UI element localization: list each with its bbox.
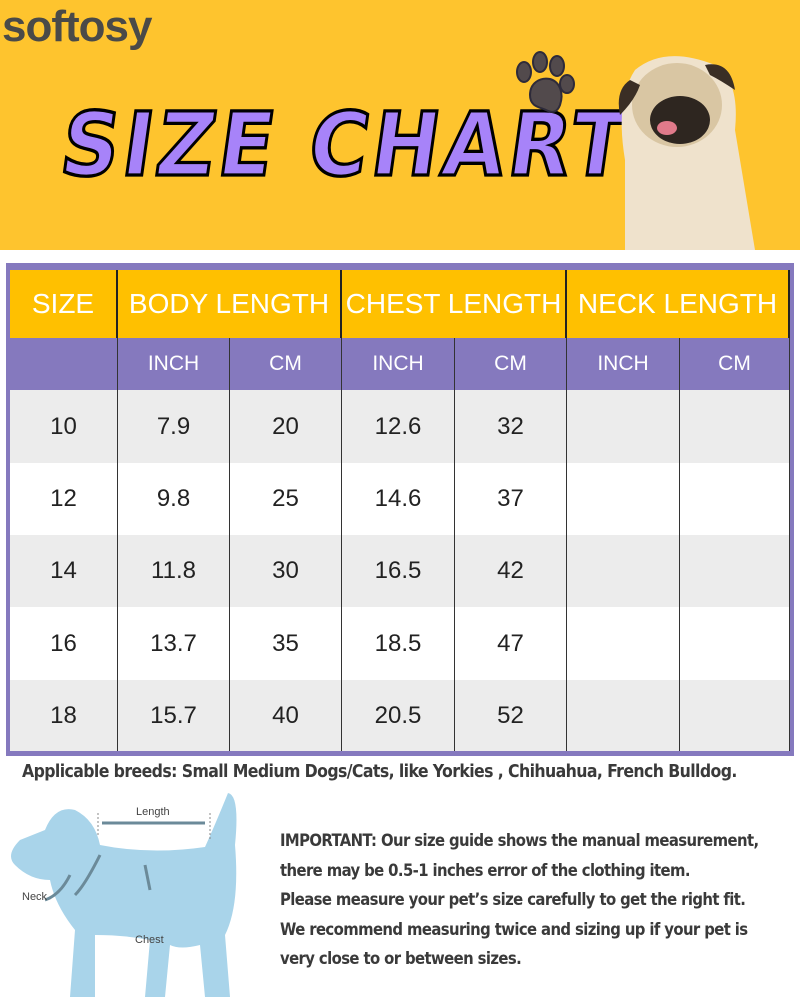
unit-header: CM [680,338,790,390]
column-header: NECK LENGTH [567,270,790,338]
table-cell [567,607,680,680]
table-cell: 35 [230,607,342,680]
table-cell: 11.8 [118,535,230,607]
unit-header: INCH [567,338,680,390]
brand-logo: softosy [2,2,152,51]
table-cell: 12 [10,463,118,535]
banner: softosy SIZE CHART [0,0,800,250]
table-cell: 32 [455,390,567,463]
table-cell: 14 [10,535,118,607]
important-note: IMPORTANT: Our size guide shows the manu… [280,826,759,974]
note-line: very close to or between sizes. [280,949,522,968]
column-header: CHEST LENGTH [342,270,567,338]
table-cell: 18 [10,680,118,751]
table-cell: 47 [455,607,567,680]
neck-label: Neck [22,891,48,903]
table-cell [680,607,790,680]
table-cell: 13.7 [118,607,230,680]
note-line: there may be 0.5-1 inches error of the c… [280,860,691,880]
table-cell: 37 [455,463,567,535]
pug-photo [618,56,755,250]
table-cell: 18.5 [342,607,455,680]
column-header: BODY LENGTH [118,270,342,338]
length-label: Length [136,806,170,818]
table-cell: 16 [10,607,118,680]
table-cell: 52 [455,680,567,751]
table-cell: 14.6 [342,463,455,535]
unit-header: INCH [342,338,455,390]
table-cell [567,390,680,463]
note-line: We recommend measuring twice and sizing … [280,919,748,939]
table-cell [680,463,790,535]
table-cell: 20.5 [342,680,455,751]
table-cell: 30 [230,535,342,607]
table-cell [567,680,680,751]
table-cell: 7.9 [118,390,230,463]
column-header: SIZE [10,270,118,338]
paw-icon [516,51,575,113]
note-line: IMPORTANT: Our size guide shows the manu… [280,831,759,850]
table-cell: 10 [10,390,118,463]
size-table: SIZE BODY LENGTH CHEST LENGTH NECK LENGTH IN… [6,263,794,756]
table-cell: 25 [230,463,342,535]
table-cell: 16.5 [342,535,455,607]
table-cell [567,463,680,535]
applicable-breeds: Applicable breeds: Small Medium Dogs/Cat… [22,762,737,782]
table-cell [567,535,680,607]
unit-header: CM [230,338,342,390]
table-cell [680,535,790,607]
table-cell: 12.6 [342,390,455,463]
table-cell [680,680,790,751]
dog-measurement-diagram: Length Neck Chest [11,793,237,997]
note-line: Please measure your pet’s size carefully… [280,890,746,909]
table-cell: 9.8 [118,463,230,535]
chest-label: Chest [135,934,164,946]
table-cell: 42 [455,535,567,607]
table-cell: 20 [230,390,342,463]
unit-header [10,338,118,390]
table-cell: 15.7 [118,680,230,751]
table-cell: 40 [230,680,342,751]
table-cell [680,390,790,463]
unit-header: INCH [118,338,230,390]
unit-header: CM [455,338,567,390]
